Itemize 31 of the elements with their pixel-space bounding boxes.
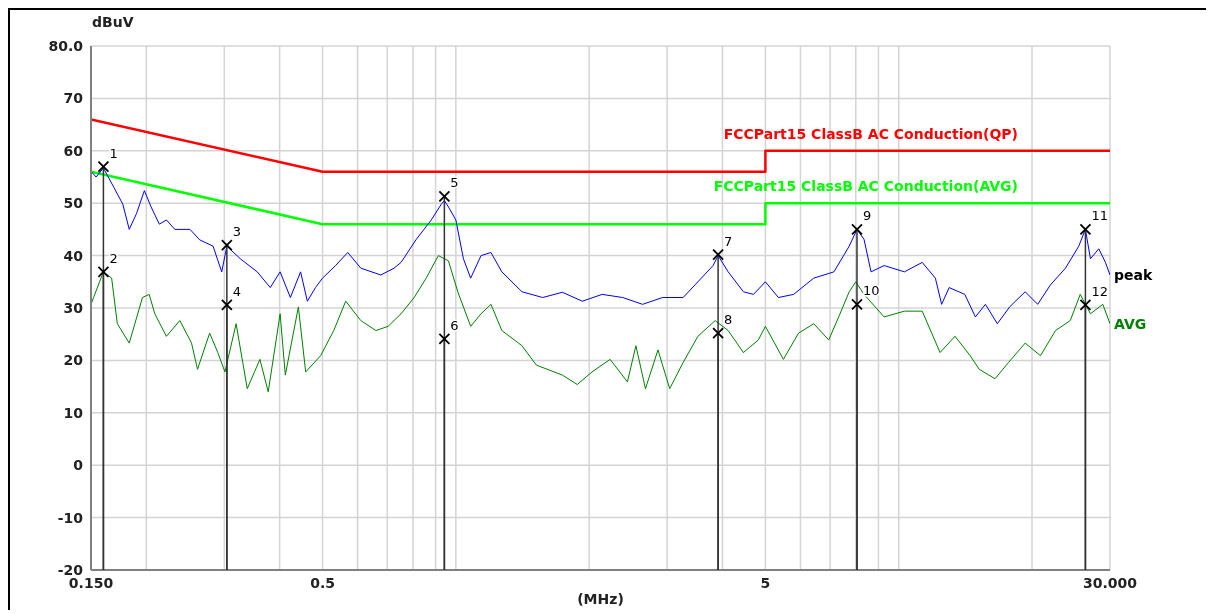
y-tick-label: 80.0 — [48, 37, 84, 54]
annotation: 4 — [232, 283, 242, 299]
annotation: 8 — [724, 312, 733, 328]
series-label: peak — [1114, 266, 1153, 283]
annotation: 9 — [862, 208, 872, 224]
y-tick-label: 70 — [63, 90, 84, 107]
y-tick-label: 60 — [63, 142, 84, 159]
y-tick-label: 40 — [63, 247, 84, 264]
y-tick-label: 0 — [73, 457, 84, 474]
x-axis-title: (MHz) — [577, 591, 624, 607]
x-tick-label: 5 — [760, 574, 771, 591]
x-tick-label: 30.000 — [1082, 574, 1138, 591]
y-tick-label: 10 — [63, 404, 84, 421]
x-tick-label: 0.5 — [310, 574, 335, 591]
annotation: 10 — [862, 283, 880, 299]
annotation: 11 — [1091, 208, 1108, 224]
annotation: 3 — [232, 224, 242, 240]
annotation: 7 — [724, 233, 733, 249]
y-tick-label: -10 — [57, 509, 84, 526]
y-axis-title: dBuV — [92, 14, 134, 30]
y-tick-label: 20 — [63, 352, 84, 369]
annotation: 5 — [450, 175, 459, 191]
series-label: FCCPart15 ClassB AC Conduction(AVG) — [713, 178, 1018, 195]
series-label: FCCPart15 ClassB AC Conduction(QP) — [723, 125, 1018, 142]
y-tick-label: 30 — [63, 299, 84, 316]
annotation: 6 — [450, 317, 459, 333]
y-tick-label: 50 — [63, 195, 84, 212]
annotation: 1 — [109, 145, 118, 161]
series-label: AVG — [1114, 315, 1147, 332]
annotation: 2 — [109, 250, 118, 266]
annotation: 12 — [1091, 283, 1108, 299]
